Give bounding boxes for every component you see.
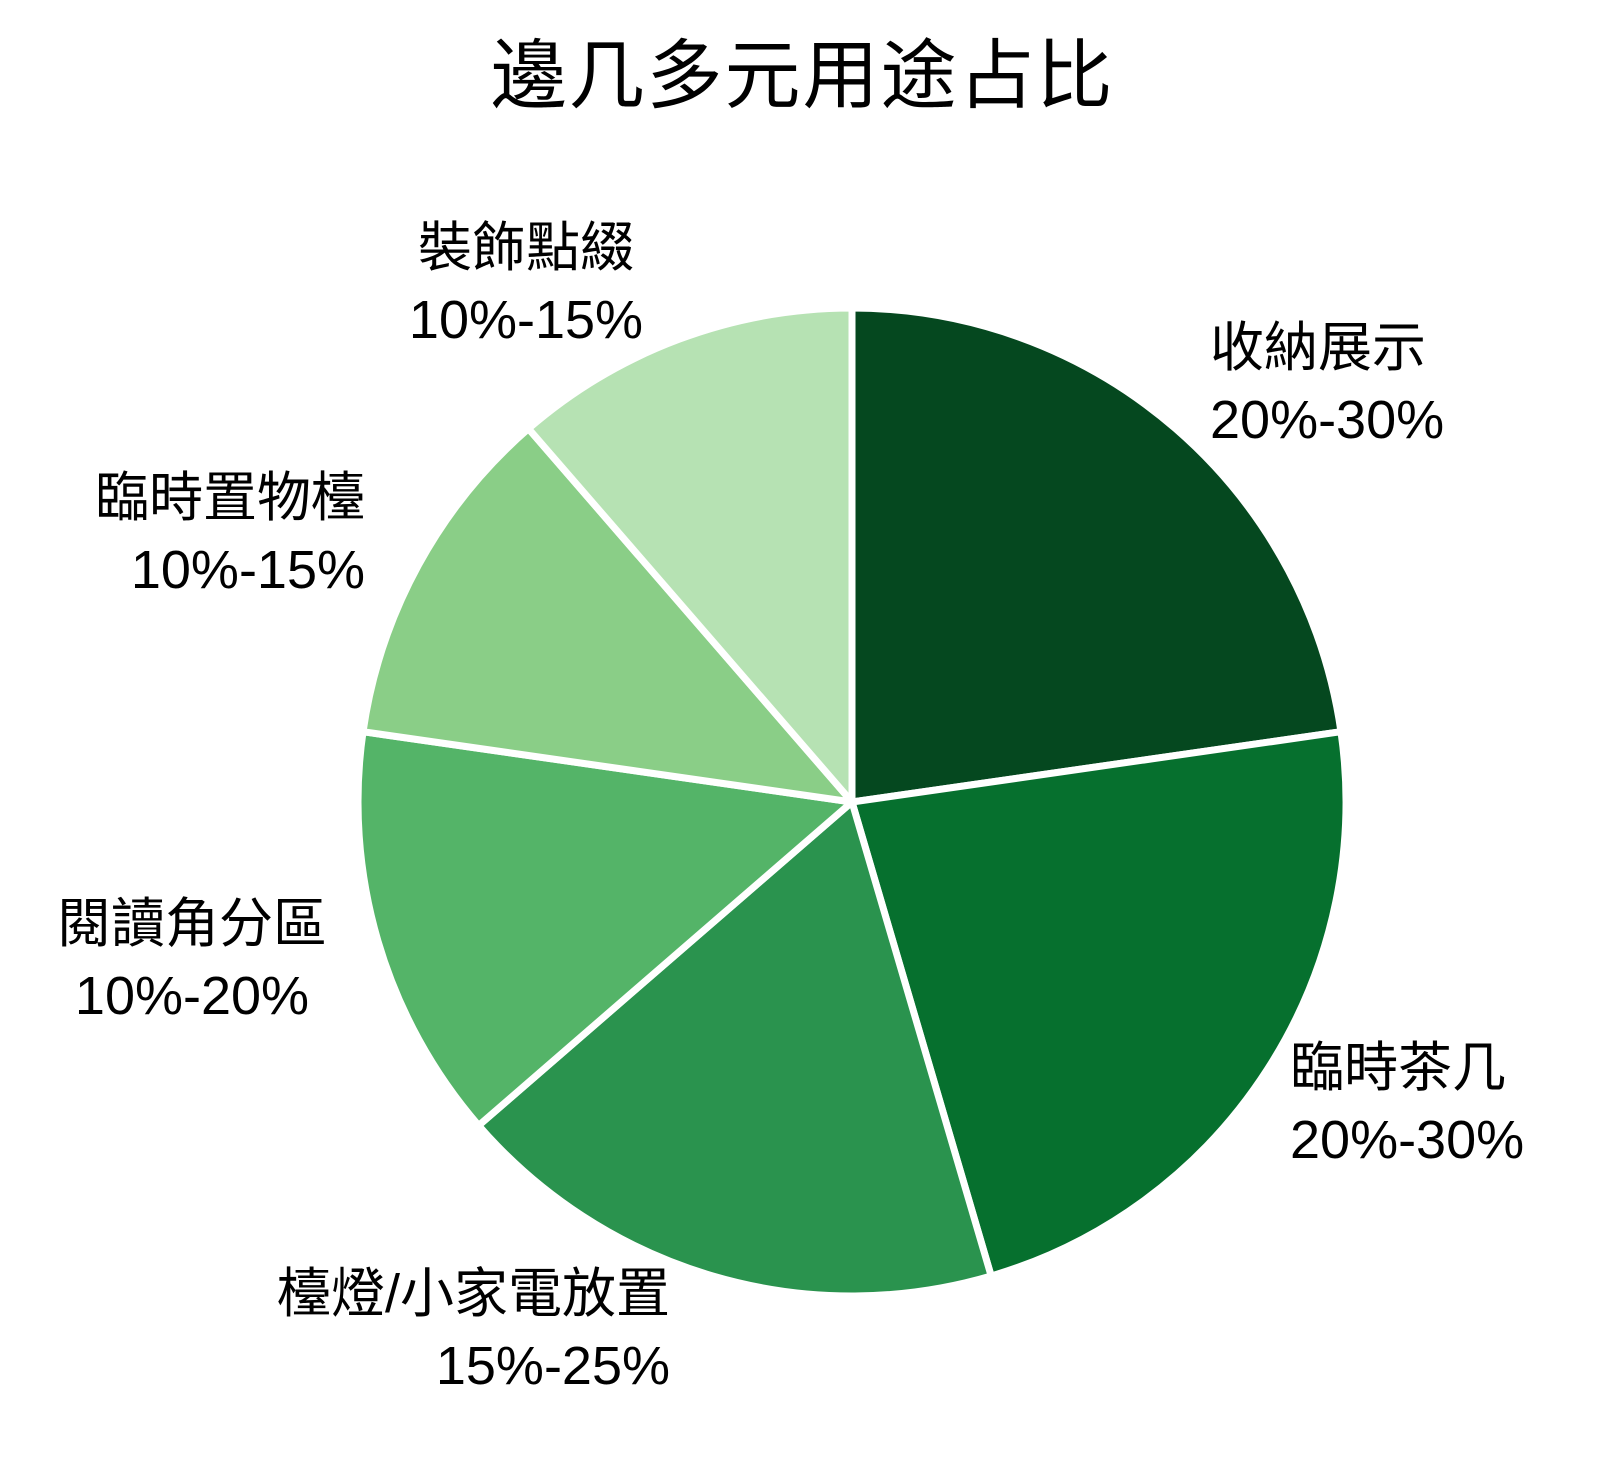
label-lamp-appliance-name: 檯燈/小家電放置 [276,1264,670,1324]
label-reading-corner-range: 10%-20% [74,966,310,1026]
label-decoration-range: 10%-15% [408,290,644,350]
label-reading-corner-name: 閱讀角分區 [57,894,327,954]
chart-title: 邊几多元用途占比 [490,34,1115,119]
label-reading-corner: 閱讀角分區 10%-20% [22,888,362,1032]
label-storage-display: 收納展示 20%-30% [1210,312,1444,456]
pie-slices-group [354,304,1350,1300]
label-lamp-appliance: 檯燈/小家電放置 15%-25% [230,1258,670,1402]
label-tea-table-range: 20%-30% [1290,1110,1525,1170]
label-lamp-appliance-range: 15%-25% [435,1336,670,1396]
pie-slice-4 [359,425,856,806]
label-decoration-name: 裝飾點綴 [418,218,634,278]
pie-slice-1 [848,728,1350,1280]
label-tea-table: 臨時茶几 20%-30% [1290,1032,1524,1176]
pie-slice-5 [525,304,856,806]
pie-slice-2 [475,798,995,1300]
label-decoration: 裝飾點綴 10%-15% [390,212,662,356]
label-temp-shelf-range: 10%-15% [130,540,365,600]
label-tea-table-name: 臨時茶几 [1290,1038,1506,1098]
label-temp-shelf-name: 臨時置物檯 [95,468,365,528]
pie-slice-0 [848,304,1345,806]
label-temp-shelf: 臨時置物檯 10%-15% [55,462,365,606]
label-storage-display-name: 收納展示 [1210,318,1426,378]
label-storage-display-range: 20%-30% [1210,390,1445,450]
pie-slice-3 [354,728,856,1129]
